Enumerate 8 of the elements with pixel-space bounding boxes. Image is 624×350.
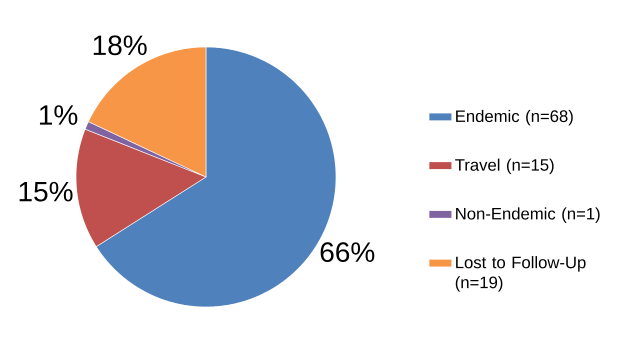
data-label: 18% bbox=[94, 35, 147, 56]
legend-label: Travel (n=15) bbox=[455, 158, 554, 174]
data-label: 66% bbox=[320, 242, 374, 262]
data-label: 15% bbox=[20, 182, 73, 202]
legend-label: Lost to Follow-Up (n=19) bbox=[456, 256, 586, 292]
legend-label: Non-Endemic (n=1) bbox=[456, 207, 600, 223]
data-label: 1% bbox=[40, 105, 78, 125]
legend-label: Endemic (n=68) bbox=[456, 110, 573, 126]
